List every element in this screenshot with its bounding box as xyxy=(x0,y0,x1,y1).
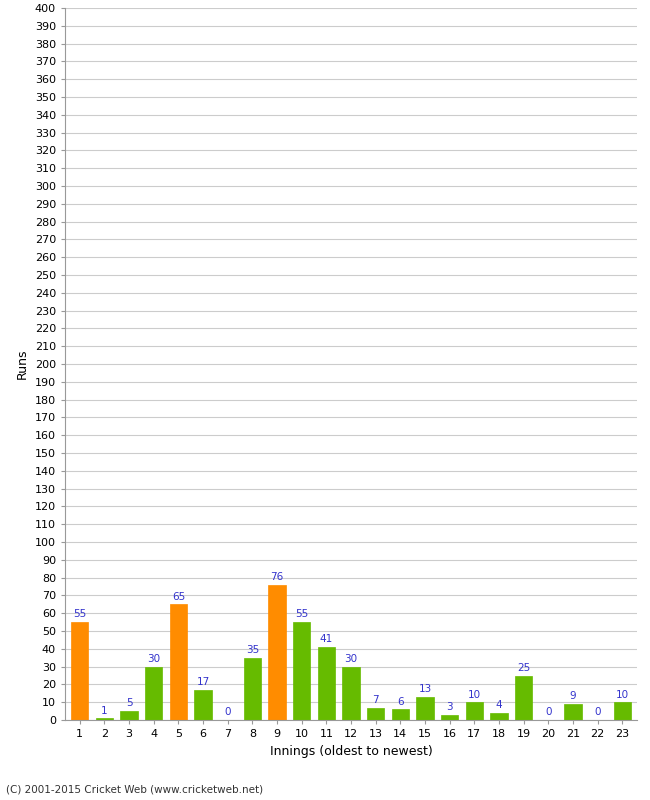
Bar xyxy=(268,585,285,720)
X-axis label: Innings (oldest to newest): Innings (oldest to newest) xyxy=(270,745,432,758)
Text: 17: 17 xyxy=(196,677,210,687)
Bar xyxy=(293,622,310,720)
Text: 5: 5 xyxy=(126,698,133,709)
Text: 0: 0 xyxy=(594,707,601,718)
Text: 0: 0 xyxy=(545,707,551,718)
Bar xyxy=(614,702,631,720)
Bar xyxy=(490,713,508,720)
Text: 25: 25 xyxy=(517,663,530,673)
Bar xyxy=(318,647,335,720)
Y-axis label: Runs: Runs xyxy=(16,349,29,379)
Text: 30: 30 xyxy=(344,654,358,664)
Text: 76: 76 xyxy=(270,572,283,582)
Bar xyxy=(515,675,532,720)
Text: 55: 55 xyxy=(73,610,86,619)
Bar xyxy=(120,711,138,720)
Text: 7: 7 xyxy=(372,695,379,705)
Bar xyxy=(71,622,88,720)
Bar xyxy=(417,697,434,720)
Text: 9: 9 xyxy=(569,691,576,702)
Bar xyxy=(244,658,261,720)
Text: 10: 10 xyxy=(468,690,481,699)
Text: 41: 41 xyxy=(320,634,333,644)
Bar xyxy=(392,710,409,720)
Text: 13: 13 xyxy=(419,684,432,694)
Bar xyxy=(96,718,113,720)
Bar xyxy=(170,604,187,720)
Bar xyxy=(194,690,212,720)
Bar xyxy=(367,707,384,720)
Bar xyxy=(441,714,458,720)
Text: 1: 1 xyxy=(101,706,108,715)
Bar xyxy=(343,666,359,720)
Text: 4: 4 xyxy=(495,700,502,710)
Text: 0: 0 xyxy=(224,707,231,718)
Text: 55: 55 xyxy=(295,610,308,619)
Text: 10: 10 xyxy=(616,690,629,699)
Text: 6: 6 xyxy=(397,697,404,706)
Text: 30: 30 xyxy=(147,654,161,664)
Bar xyxy=(145,666,162,720)
Text: 35: 35 xyxy=(246,645,259,655)
Bar xyxy=(564,704,582,720)
Text: (C) 2001-2015 Cricket Web (www.cricketweb.net): (C) 2001-2015 Cricket Web (www.cricketwe… xyxy=(6,784,264,794)
Bar xyxy=(465,702,483,720)
Text: 65: 65 xyxy=(172,592,185,602)
Text: 3: 3 xyxy=(447,702,453,712)
